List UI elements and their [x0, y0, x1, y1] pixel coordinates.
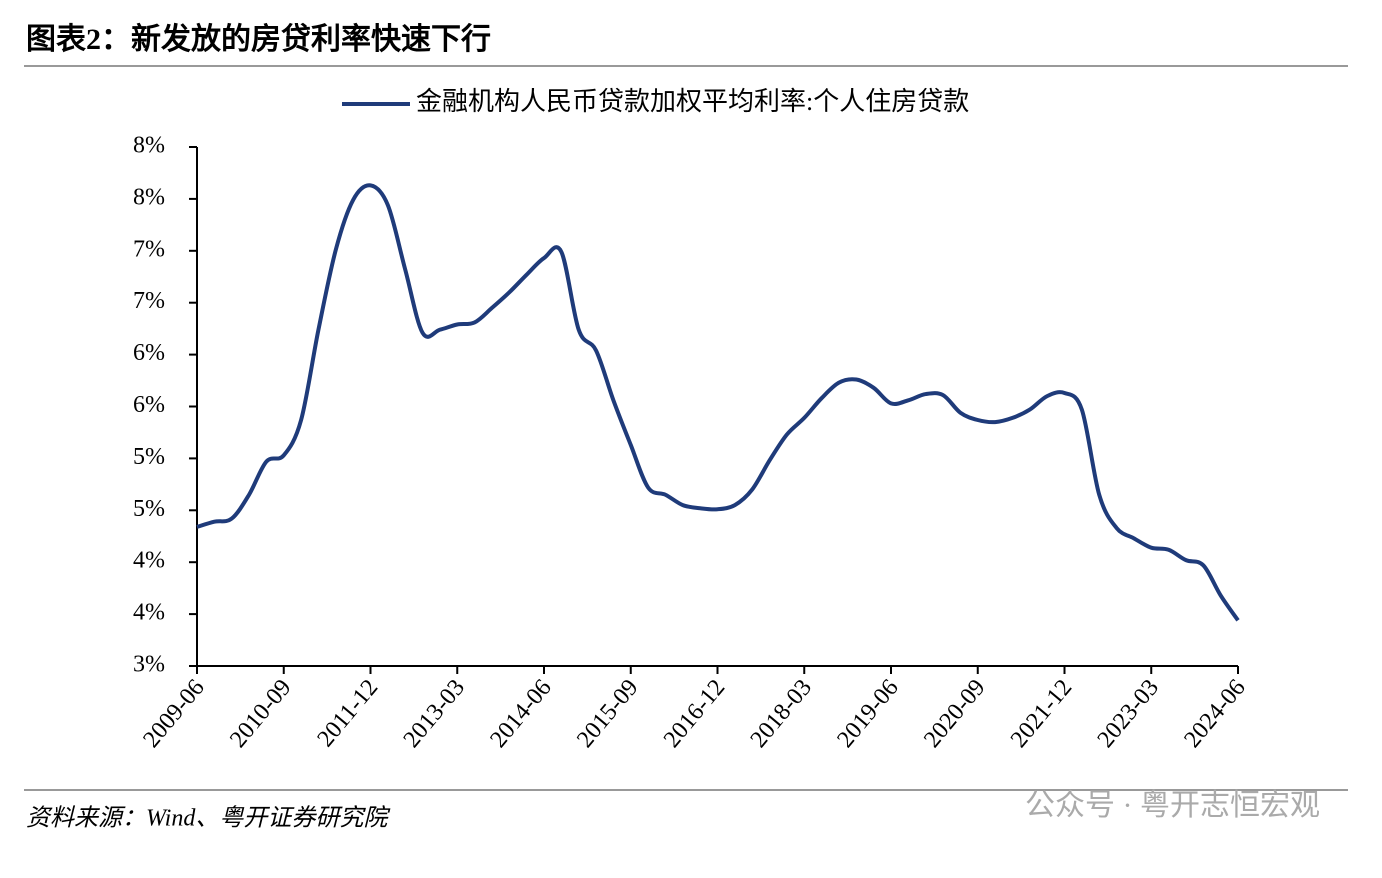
x-tick-label: 2019-06 [832, 675, 903, 753]
x-tick-label: 2010-09 [225, 675, 296, 753]
x-tick-label: 2018-03 [746, 675, 817, 753]
y-tick-label: 7% [133, 288, 165, 314]
y-tick-label: 8% [133, 184, 165, 210]
y-tick-label: 4% [133, 600, 165, 626]
y-tick-label: 5% [133, 444, 165, 470]
legend-label: 金融机构人民币贷款加权平均利率:个人住房贷款 [416, 87, 969, 116]
y-tick-label: 8% [133, 133, 165, 159]
x-tick-label: 2014-06 [485, 675, 556, 753]
source: 资料来源：Wind、粤开证券研究院 [26, 805, 391, 832]
x-tick-label: 2011-12 [313, 675, 384, 752]
x-tick-label: 2024-06 [1179, 675, 1250, 753]
line-series [196, 183, 1240, 622]
x-tick-label: 2015-09 [572, 675, 643, 753]
y-tick-label: 6% [133, 392, 165, 418]
x-tick-label: 2023-03 [1093, 675, 1164, 753]
x-tick-label: 2013-03 [399, 675, 470, 753]
watermark: 公众号 · 粤开志恒宏观 [1025, 789, 1320, 822]
x-tick-label: 2016-12 [659, 675, 730, 753]
x-tick-label: 2020-09 [919, 675, 990, 753]
x-tick-label: 2021-12 [1006, 675, 1077, 753]
y-tick-label: 4% [133, 548, 165, 574]
chart-title: 图表2：新发放的房贷利率快速下行 [26, 23, 491, 56]
x-tick-label: 2009-06 [138, 675, 209, 753]
y-tick-label: 3% [133, 652, 165, 678]
y-tick-label: 5% [133, 496, 165, 522]
y-tick-label: 6% [133, 340, 165, 366]
y-tick-label: 7% [133, 236, 165, 262]
